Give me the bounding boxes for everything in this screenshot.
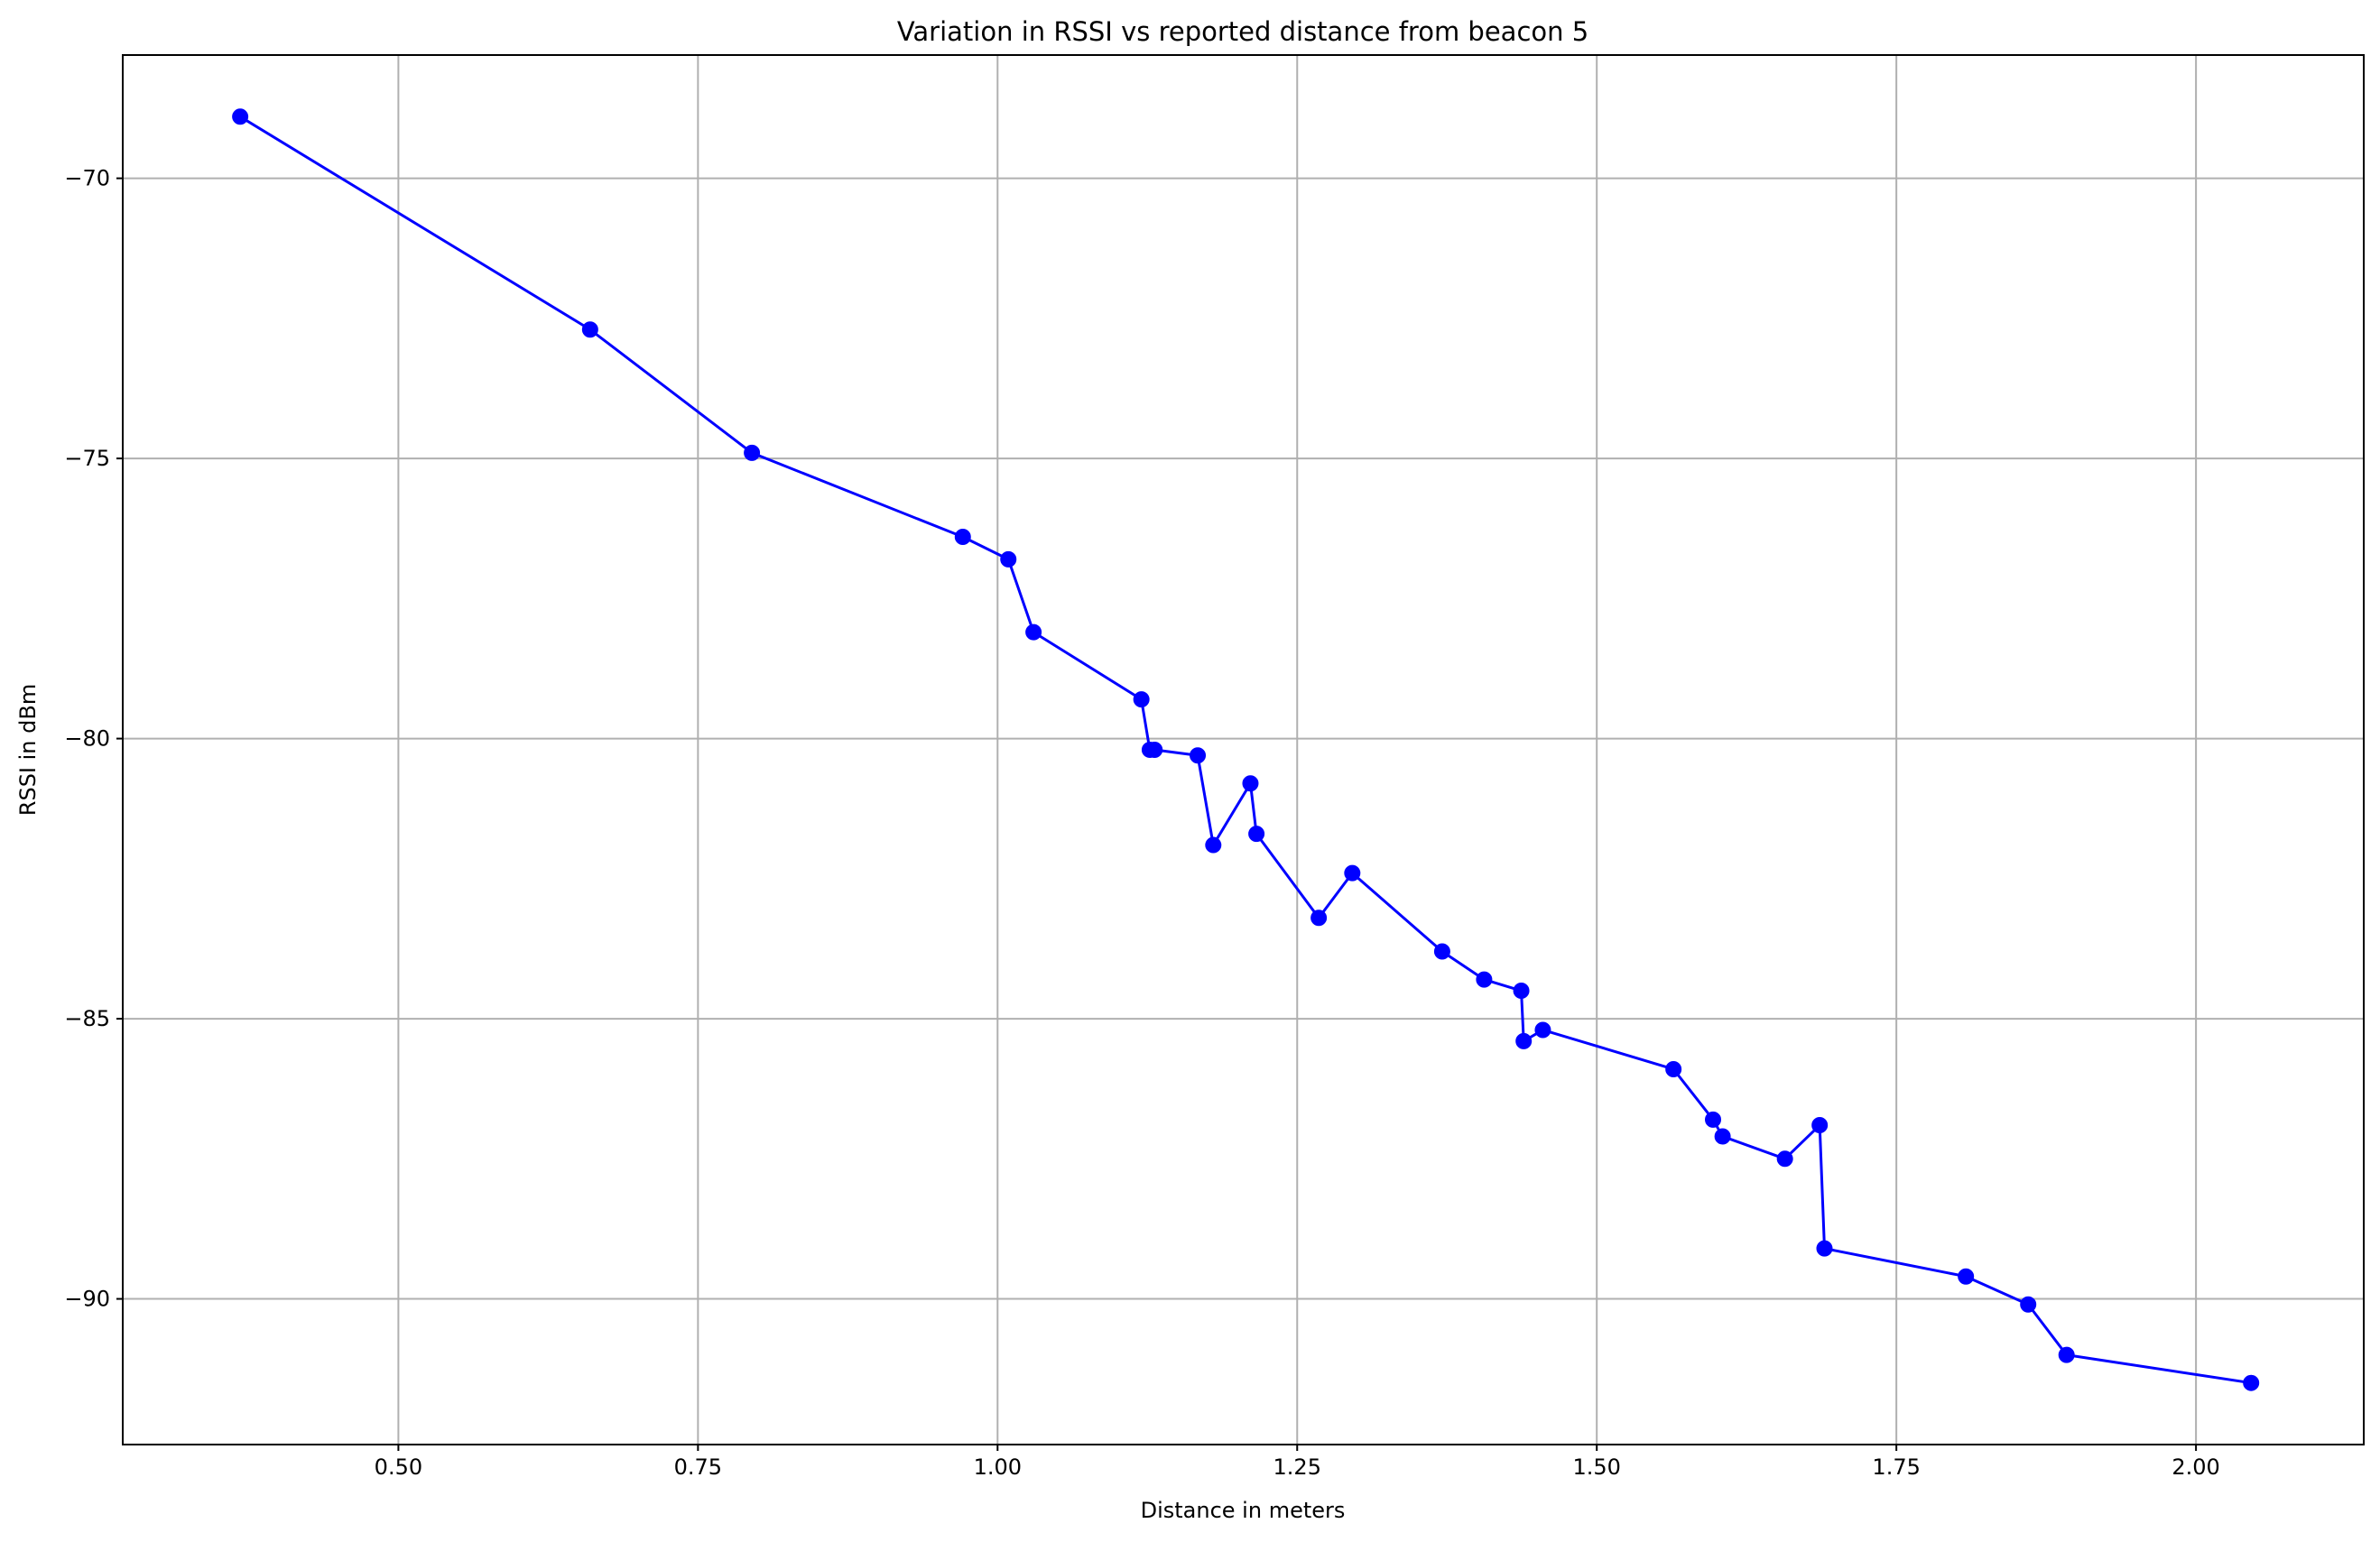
data-point — [1534, 1021, 1551, 1039]
x-tick-label: 1.50 — [1572, 1454, 1620, 1480]
data-point — [1146, 742, 1163, 758]
data-point — [1248, 826, 1265, 843]
x-tick-label: 2.00 — [2172, 1454, 2219, 1480]
data-point — [1000, 550, 1017, 568]
data-point — [2058, 1346, 2075, 1363]
data-point — [581, 321, 598, 338]
data-point — [232, 108, 249, 125]
data-point — [1190, 747, 1207, 764]
data-point — [2020, 1296, 2037, 1313]
data-point — [2243, 1374, 2260, 1391]
data-point — [1205, 836, 1222, 854]
y-tick-label: −75 — [64, 446, 110, 471]
data-point — [1958, 1268, 1975, 1285]
data-point — [1433, 943, 1450, 960]
y-tick-label: −85 — [64, 1006, 110, 1031]
chart-title: Variation in RSSI vs reported distance f… — [897, 16, 1588, 47]
data-point — [1811, 1117, 1829, 1134]
data-series — [232, 108, 2260, 1391]
data-point — [1776, 1150, 1793, 1168]
y-tick-label: −90 — [64, 1287, 110, 1312]
x-axis-label: Distance in meters — [1141, 1498, 1346, 1523]
y-tick-label: −70 — [64, 166, 110, 191]
data-point — [1665, 1060, 1682, 1077]
data-point — [1344, 864, 1361, 882]
data-point — [1476, 971, 1493, 988]
axis-ticks: 0.50 0.75 1.00 1.25 1.50 1.75 2.00 −70 −75 −80 −85… — [64, 166, 2219, 1480]
data-point — [1133, 691, 1150, 708]
x-tick-label: 1.00 — [974, 1454, 1022, 1480]
x-tick-label: 1.75 — [1872, 1454, 1920, 1480]
grid — [123, 55, 2364, 1445]
data-point — [954, 529, 971, 546]
data-point — [1816, 1240, 1833, 1257]
x-tick-label: 0.75 — [674, 1454, 722, 1480]
x-tick-label: 1.25 — [1273, 1454, 1321, 1480]
data-point — [1242, 775, 1259, 792]
data-point — [1705, 1111, 1721, 1128]
y-axis-label: RSSI in dBm — [15, 684, 41, 816]
series-line — [239, 115, 2252, 1385]
data-point — [1025, 623, 1042, 641]
data-point — [1310, 910, 1328, 927]
plot-frame — [122, 54, 2365, 1445]
x-tick-label: 0.50 — [375, 1454, 422, 1480]
data-point — [1714, 1128, 1731, 1145]
y-tick-label: −80 — [64, 726, 110, 752]
data-point — [1515, 1032, 1533, 1049]
data-point — [1513, 983, 1530, 1000]
data-point — [744, 444, 761, 461]
